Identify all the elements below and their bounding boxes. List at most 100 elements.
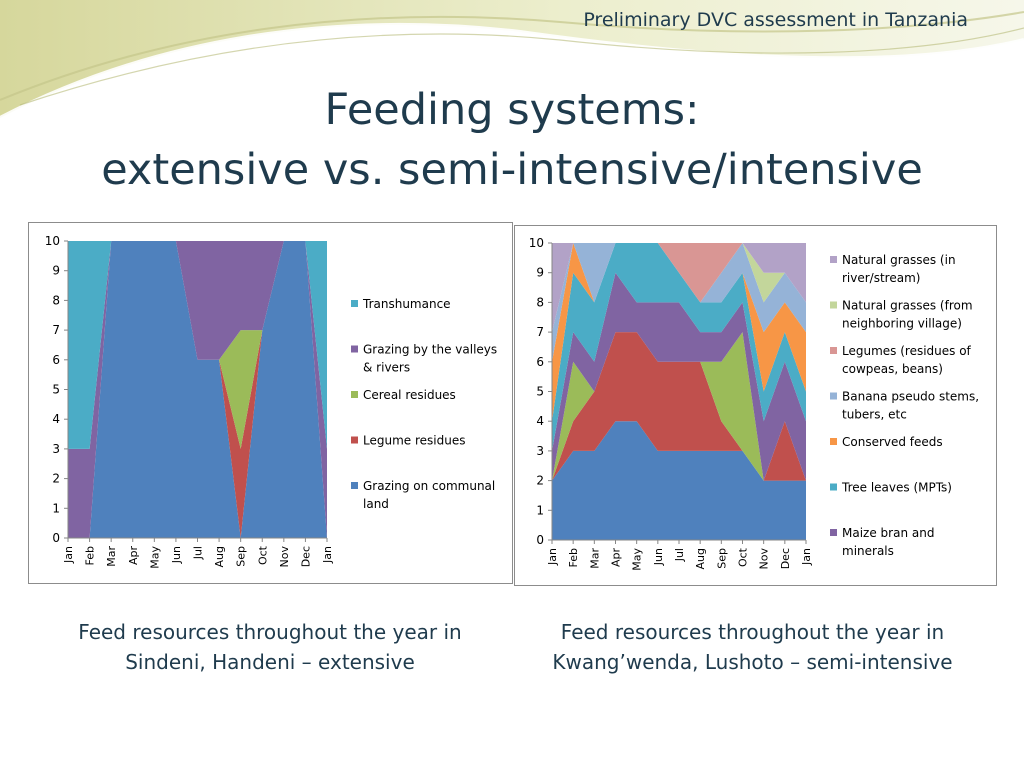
chart1-legend-label-grazing-on-communal-land: land — [363, 497, 389, 511]
chart1-legend-label-grazing-by-the-valleys-rivers: & rivers — [363, 361, 410, 375]
chart2-y-tick-label: 2 — [536, 474, 544, 488]
chart2-legend-label-conserved-feeds: Conserved feeds — [842, 435, 943, 449]
chart2-area-cereal-residues — [552, 332, 806, 481]
chart1-area-grazing-by-the-valleys-rivers — [68, 241, 327, 538]
chart1-y-tick-label: 6 — [52, 353, 60, 367]
chart2-x-tick-label-mar: Mar — [588, 548, 601, 569]
chart1-legend-label-cereal-residues: Cereal residues — [363, 388, 456, 402]
chart1-x-tick-label-oct: Oct — [256, 545, 269, 565]
caption-sindeni-line-1: Feed resources throughout the year in — [78, 620, 462, 644]
caption-kwangwenda: Feed resources throughout the year in Kw… — [530, 617, 975, 677]
chart2-legend-label-maize-bran-and-minerals: Maize bran and — [842, 526, 934, 540]
chart2-legend-label-natural-grasses-from-neighboring-village: neighboring village) — [842, 317, 962, 331]
chart2-x-tick-label-dec: Dec — [779, 548, 792, 569]
chart-kwangwenda: 0 1 2 3 4 5 6 7 8 9 10 Jan Feb Mar Apr May Jun Jul Aug Sep O… — [514, 225, 997, 586]
chart1-x-tick-label-jan: Jan — [62, 546, 75, 564]
chart2-area-grazing-on-communal-land — [552, 421, 806, 540]
chart1-y-tick-label: 2 — [52, 472, 60, 486]
chart2-x-tick-label-nov: Nov — [758, 548, 771, 570]
chart2-area-maize-bran-and-minerals — [552, 272, 806, 481]
chart2-legend-label-legumes-residues-of-cowpeas-beans: cowpeas, beans) — [842, 362, 943, 376]
chart2-plot-area — [552, 243, 806, 540]
chart2-x-tick-label-apr: Apr — [610, 548, 623, 568]
chart2-y-tick-label: 0 — [536, 533, 544, 547]
chart2-legend-swatch-legumes-residues-of-cowpeas-beans — [830, 347, 837, 354]
chart1-y-tick-label: 8 — [52, 293, 60, 307]
slide-title: Feeding systems: extensive vs. semi-inte… — [0, 80, 1024, 200]
chart2-legend-label-legumes-residues-of-cowpeas-beans: Legumes (residues of — [842, 344, 972, 358]
chart2-y-tick-label: 1 — [536, 503, 544, 517]
chart2-legend-swatch-banana-pseudo-stems-tubers-etc — [830, 392, 837, 400]
caption-kwangwenda-line-2: Kwang’wenda, Lushoto – semi-intensive — [552, 650, 953, 674]
chart1-legend-swatch-grazing-on-communal-land — [351, 482, 358, 489]
chart1-area-grazing-on-communal-land — [68, 241, 327, 538]
chart2-y-tick-label: 4 — [536, 414, 544, 428]
chart1-y-tick-label: 7 — [52, 323, 60, 337]
chart2-x-tick-label-jul: Jul — [673, 548, 686, 562]
chart1-y-tick-label: 10 — [45, 234, 60, 248]
chart1-y-tick-label: 1 — [52, 501, 60, 515]
chart1-legend-label-grazing-on-communal-land: Grazing on communal — [363, 479, 495, 493]
chart1-x-tick-label-jan: Jan — [321, 546, 334, 564]
chart1-legend-swatch-grazing-by-the-valleys-rivers — [351, 345, 358, 353]
chart2-legend-label-natural-grasses-in-river-stream: river/stream) — [842, 271, 920, 285]
chart-sindeni: 0 1 2 3 4 5 6 7 8 9 10 Jan Feb Mar Apr May Jun Jul Aug Sep O… — [28, 222, 513, 584]
chart2-legend-swatch-natural-grasses-from-neighboring-village — [830, 301, 837, 309]
chart2-legend-swatch-natural-grasses-in-river-stream — [830, 256, 837, 263]
chart2-y-tick-label: 10 — [529, 236, 544, 250]
chart2-y-tick-label: 8 — [536, 295, 544, 309]
chart1-legend-label-legume-residues: Legume residues — [363, 434, 465, 448]
chart2-legend: Natural grasses (in river/stream) Natural … — [830, 253, 979, 558]
chart2-legend-label-banana-pseudo-stems-tubers-etc: tubers, etc — [842, 408, 907, 422]
chart2-legend-label-tree-leaves-mpts: Tree leaves (MPTs) — [841, 481, 952, 495]
chart2-x-tick-label-jan: Jan — [800, 548, 813, 566]
chart2-legend-swatch-maize-bran-and-minerals — [830, 529, 837, 536]
chart1-x-tick-label-dec: Dec — [299, 546, 312, 567]
chart2-x-tick-label-jun: Jun — [652, 548, 665, 566]
chart2-y-tick-label: 3 — [536, 444, 544, 458]
chart2-legend-swatch-conserved-feeds — [830, 438, 837, 445]
chart1-legend: Transhumance Grazing by the valleys & rive… — [351, 297, 497, 511]
chart2-legend-swatch-tree-leaves-mpts — [830, 483, 837, 491]
caption-kwangwenda-line-1: Feed resources throughout the year in — [560, 620, 945, 644]
presentation-subtitle: Preliminary DVC assessment in Tanzania — [583, 9, 968, 31]
chart1-y-tick-label: 0 — [52, 531, 60, 545]
chart2-area-natural-grasses-in-river-stream — [552, 243, 806, 333]
chart2-y-tick-label: 7 — [536, 325, 544, 339]
chart2-area-conserved-feeds — [552, 243, 806, 422]
chart1-x-tick-label-nov: Nov — [278, 546, 291, 568]
slide-title-line-1: Feeding systems: — [324, 85, 700, 135]
chart1-x-tick-label-feb: Feb — [84, 546, 97, 565]
chart1-area-transhumance — [68, 241, 327, 449]
chart2-y-tick-label: 5 — [536, 385, 544, 399]
chart2-x-tick-label-sep: Sep — [715, 548, 728, 569]
chart2-x-tick-label-oct: Oct — [737, 547, 750, 567]
chart2-legend-label-natural-grasses-in-river-stream: Natural grasses (in — [842, 253, 956, 267]
chart2-area-legumes-residues-of-cowpeas-beans — [552, 243, 806, 333]
chart2-y-tick-label: 6 — [536, 355, 544, 369]
chart2-x-tick-label-feb: Feb — [567, 548, 580, 567]
chart1-x-tick-label-aug: Aug — [213, 546, 226, 567]
chart2-x-tick-label-jan: Jan — [546, 548, 559, 566]
chart2-x-tick-label-aug: Aug — [694, 548, 707, 569]
chart1-x-tick-label-mar: Mar — [105, 546, 118, 567]
chart2-legend-label-natural-grasses-from-neighboring-village: Natural grasses (from — [842, 299, 973, 313]
caption-sindeni: Feed resources throughout the year in Si… — [50, 617, 490, 677]
chart1-x-tick-label-jun: Jun — [170, 546, 183, 564]
header-wave-decoration — [0, 0, 1024, 120]
chart1-legend-swatch-cereal-residues — [351, 391, 358, 398]
chart1-x-tick-label-may: May — [148, 546, 161, 569]
chart1-plot-area — [68, 241, 327, 538]
chart2-area-legume-residues — [552, 332, 806, 481]
chart1-y-tick-label: 3 — [52, 442, 60, 456]
chart2-y-tick-label: 9 — [536, 266, 544, 280]
chart1-legend-label-transhumance: Transhumance — [362, 297, 451, 311]
chart2-legend-label-maize-bran-and-minerals: minerals — [842, 544, 894, 558]
chart2-legend-label-banana-pseudo-stems-tubers-etc: Banana pseudo stems, — [842, 390, 979, 404]
slide-title-line-2: extensive vs. semi-intensive/intensive — [101, 145, 923, 195]
chart1-y-tick-label: 5 — [52, 383, 60, 397]
chart1-x-tick-label-jul: Jul — [192, 546, 205, 560]
chart1-x-tick-label-sep: Sep — [235, 546, 248, 567]
chart-sindeni-svg: 0 1 2 3 4 5 6 7 8 9 10 Jan Feb Mar Apr May Jun Jul Aug Sep O… — [45, 234, 497, 569]
chart1-y-tick-label: 4 — [52, 412, 60, 426]
